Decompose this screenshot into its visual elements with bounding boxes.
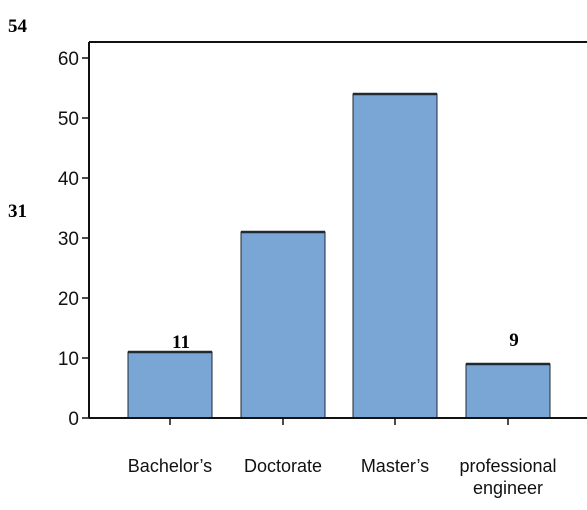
bar — [240, 231, 326, 419]
y-tick-label: 60 — [58, 49, 79, 70]
y-tick-label: 10 — [58, 349, 79, 370]
x-categories-group: Bachelor’s Doctorate Master’s professional e… — [128, 418, 557, 498]
data-label: 11 — [172, 332, 190, 353]
x-category-label: Master’s — [361, 456, 429, 476]
x-category-label: Bachelor’s — [128, 456, 212, 476]
y-tick-label: 40 — [58, 169, 79, 190]
data-labels-group: 11 31 54 9 — [8, 16, 519, 353]
bar — [127, 351, 213, 419]
data-label: 31 — [8, 201, 27, 222]
y-tick-label: 50 — [58, 109, 79, 130]
y-tick-label: 20 — [58, 289, 79, 310]
x-category-label: Doctorate — [244, 456, 322, 476]
y-tick-label: 30 — [58, 229, 79, 250]
y-tick-label: 0 — [68, 409, 79, 430]
bars-group — [127, 92, 551, 419]
bar — [465, 363, 551, 419]
bar — [352, 93, 438, 419]
data-label: 9 — [509, 330, 519, 351]
y-ticks-group: 0 10 20 30 40 50 60 — [58, 49, 89, 430]
x-category-label: professional engineer — [459, 456, 556, 498]
data-label: 54 — [8, 16, 28, 37]
